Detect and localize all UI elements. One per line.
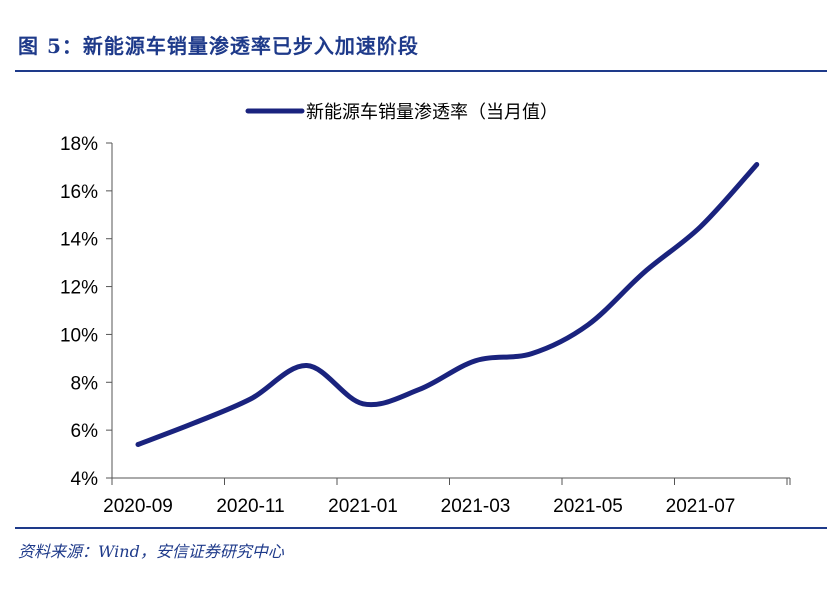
y-tick-label: 6% bbox=[71, 421, 99, 442]
y-tick-label: 4% bbox=[71, 469, 99, 490]
y-tick-label: 10% bbox=[60, 325, 98, 346]
y-tick-label: 14% bbox=[60, 230, 98, 251]
figure-title: 图 5：新能源车销量渗透率已步入加速阶段 bbox=[18, 34, 419, 58]
x-tick-label: 2020-11 bbox=[216, 496, 284, 517]
series-line bbox=[135, 162, 760, 447]
y-tick-label: 8% bbox=[71, 373, 99, 394]
x-tick-label: 2021-07 bbox=[666, 496, 736, 517]
x-tick-label: 2021-05 bbox=[553, 496, 623, 517]
source-divider bbox=[15, 527, 827, 529]
source-note: 资料来源：Wind，安信证券研究中心 bbox=[18, 542, 284, 561]
y-tick-label: 16% bbox=[60, 182, 98, 203]
legend-label: 新能源车销量渗透率（当月值） bbox=[306, 102, 558, 123]
title-divider bbox=[15, 70, 827, 72]
y-tick-label: 12% bbox=[60, 278, 98, 299]
y-tick-label: 18% bbox=[60, 134, 98, 155]
x-tick-label: 2021-03 bbox=[441, 496, 511, 517]
x-tick-label: 2020-09 bbox=[103, 496, 173, 517]
x-tick-label: 2021-01 bbox=[328, 496, 398, 517]
